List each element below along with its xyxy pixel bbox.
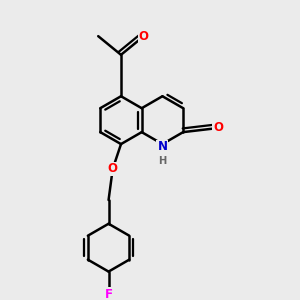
Text: O: O	[108, 162, 118, 176]
Text: O: O	[139, 30, 149, 43]
Text: H: H	[158, 157, 166, 166]
Text: N: N	[158, 140, 167, 154]
Text: F: F	[105, 288, 112, 300]
Text: O: O	[213, 122, 224, 134]
